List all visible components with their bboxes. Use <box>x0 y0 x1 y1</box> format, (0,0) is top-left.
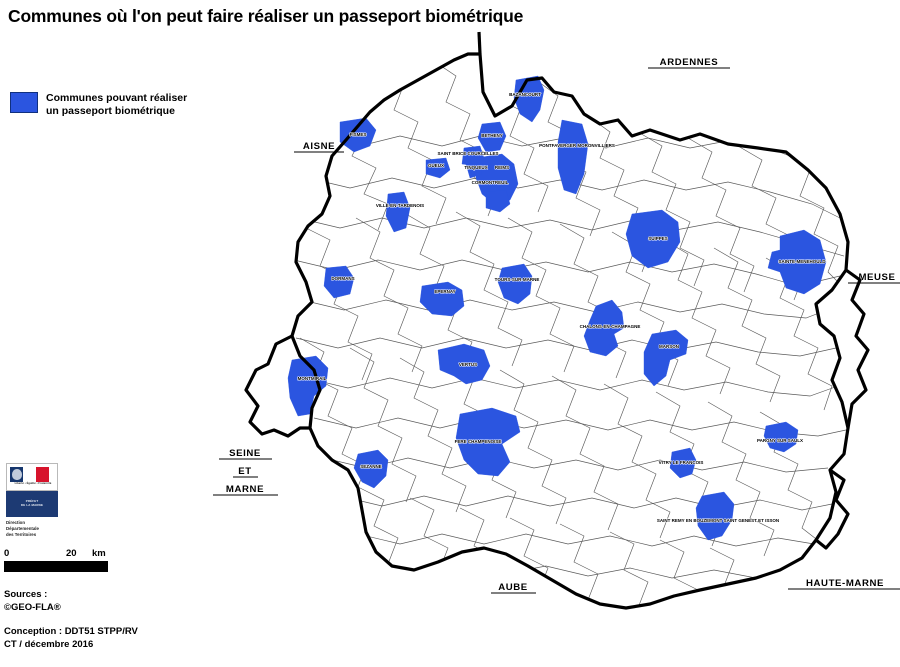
svg-text:EPERNAY: EPERNAY <box>434 289 455 294</box>
commune-gueux <box>425 157 451 179</box>
logo-caption: Direction Départementale des Territoires <box>6 520 58 538</box>
svg-text:SAINTE-MENEHOULD: SAINTE-MENEHOULD <box>779 259 827 264</box>
sources-group: Sources : ©GEO-FLA® <box>4 588 138 614</box>
logo-caption-line-1: Direction Départementale <box>6 520 39 531</box>
svg-text:CHALONS-EN-CHAMPAGNE: CHALONS-EN-CHAMPAGNE <box>580 324 641 329</box>
commune-vitry-le-francois <box>669 447 697 479</box>
commune-suippes <box>625 209 681 269</box>
commune-dormans <box>323 265 355 299</box>
svg-text:SAINT BRICE COURCELLES: SAINT BRICE COURCELLES <box>437 151 498 156</box>
svg-text:AISNE: AISNE <box>303 141 335 152</box>
map-legend: Communes pouvant réaliser un passeport b… <box>10 92 187 117</box>
conception-date: CT / décembre 2016 <box>4 639 94 650</box>
svg-text:MONTMIRAIL: MONTMIRAIL <box>298 376 327 381</box>
commune-tours-sur-marne <box>497 263 533 305</box>
svg-text:VERTUS: VERTUS <box>459 362 477 367</box>
scale-bar: 0 20 km <box>4 548 108 572</box>
commune-sainte-menehould <box>767 229 827 295</box>
republic-logo: Liberté • Égalité • Fraternité PRÉFET DE… <box>6 463 58 538</box>
svg-text:TINQUEUX: TINQUEUX <box>464 165 487 170</box>
legend-line-2: un passeport biométrique <box>46 104 175 117</box>
prefecture-line-1: PRÉFET <box>25 499 39 504</box>
logo-motto: Liberté • Égalité • Fraternité <box>14 482 52 485</box>
svg-text:VILLE-EN-TARDENOIS: VILLE-EN-TARDENOIS <box>376 203 424 208</box>
commune-labels: BAZANCOURT FISMES BETHENY PONTFAVERGER M… <box>297 91 827 523</box>
svg-text:PONTFAVERGER MORONVILLIERS: PONTFAVERGER MORONVILLIERS <box>539 143 615 148</box>
svg-text:MEUSE: MEUSE <box>858 272 895 283</box>
svg-text:SEZANNE: SEZANNE <box>360 464 382 469</box>
svg-text:PARGNY SUR SAULX: PARGNY SUR SAULX <box>757 438 803 443</box>
commune-reims <box>475 153 519 205</box>
commune-fere-champenoise <box>455 407 521 477</box>
svg-text:BETHENY: BETHENY <box>481 133 503 138</box>
commune-chalons-en-champagne <box>583 299 625 357</box>
svg-text:DORMANS: DORMANS <box>331 276 354 281</box>
dept-label-ardennes: ARDENNES <box>648 57 730 69</box>
french-flag-icon: Liberté • Égalité • Fraternité <box>6 463 58 491</box>
page-title: Communes où l'on peut faire réaliser un … <box>8 6 524 26</box>
svg-text:ET: ET <box>238 466 251 477</box>
commune-vertus <box>437 343 491 385</box>
sources-value: ©GEO-FLA® <box>4 602 61 613</box>
svg-text:MARNE: MARNE <box>226 484 264 495</box>
commune-sezanne <box>353 449 389 489</box>
highlighted-communes-layer <box>287 75 827 541</box>
conception-group: Conception : DDT51 STPP/RV CT / décembre… <box>4 625 138 651</box>
svg-text:SAINT REMY EN BOUZEMONT SAINT: SAINT REMY EN BOUZEMONT SAINT GENEST ET … <box>657 518 779 523</box>
commune-marson <box>643 329 689 387</box>
scale-max-label: 20 <box>66 548 77 559</box>
dept-label-meuse: MEUSE <box>848 272 900 284</box>
svg-text:REIMS: REIMS <box>495 165 509 170</box>
commune-pontfaverger-moronvilliers <box>557 119 589 195</box>
svg-text:AUBE: AUBE <box>498 582 528 593</box>
commune-ville-en-tardenois <box>385 191 411 233</box>
svg-text:FERE CHAMPENOISE: FERE CHAMPENOISE <box>455 439 502 444</box>
marianne-icon <box>12 469 22 480</box>
legend-swatch-icon <box>10 92 38 113</box>
svg-text:GUEUX: GUEUX <box>428 163 444 168</box>
legend-line-1: Communes pouvant réaliser <box>46 92 188 104</box>
prefecture-line-2: DE LA MARNE <box>20 503 44 507</box>
neighbor-department-labels: ARDENNES AISNE MEUSE SEINE ET MARNE AUBE… <box>213 57 900 594</box>
commune-tinqueux <box>465 161 483 179</box>
logo-caption-line-2: des Territoires <box>6 532 37 537</box>
svg-text:SUIPPES: SUIPPES <box>648 236 668 241</box>
svg-text:FISMES: FISMES <box>350 132 367 137</box>
commune-pargny-sur-saulx <box>763 421 799 453</box>
commune-boundaries <box>293 55 847 608</box>
map-figure: ARDENNES AISNE MEUSE SEINE ET MARNE AUBE… <box>180 18 900 667</box>
svg-text:ARDENNES: ARDENNES <box>660 57 719 68</box>
scale-bar-rect <box>4 561 108 572</box>
dept-label-seine-et-marne: SEINE ET MARNE <box>213 448 278 496</box>
scale-bar-labels: 0 20 km <box>4 548 108 561</box>
dept-label-aisne: AISNE <box>294 141 344 153</box>
marne-department-shape <box>292 54 848 608</box>
dept-label-haute-marne: HAUTE-MARNE <box>788 578 900 590</box>
dept-label-aube: AUBE <box>491 582 536 594</box>
commune-saint-remy-en-bouzemont <box>695 491 735 541</box>
marne-outline <box>244 31 870 610</box>
legend-text: Communes pouvant réaliser un passeport b… <box>46 92 187 117</box>
sources-label: Sources : <box>4 589 48 600</box>
svg-text:TOURS-SUR-MARNE: TOURS-SUR-MARNE <box>495 277 540 282</box>
svg-text:SEINE: SEINE <box>229 448 261 459</box>
svg-text:HAUTE-MARNE: HAUTE-MARNE <box>806 578 884 589</box>
svg-text:MARSON: MARSON <box>659 344 679 349</box>
commune-epernay <box>419 281 465 317</box>
svg-text:CORMONTREUIL: CORMONTREUIL <box>472 180 509 185</box>
commune-cormontreuil <box>485 189 511 213</box>
conception-label: Conception : DDT51 STPP/RV <box>4 626 138 637</box>
svg-text:VITRY LE FRANCOIS: VITRY LE FRANCOIS <box>659 460 704 465</box>
credits-block: Sources : ©GEO-FLA® Conception : DDT51 S… <box>4 588 138 662</box>
prefecture-block: PRÉFET DE LA MARNE <box>6 491 58 517</box>
commune-betheny <box>477 121 507 153</box>
scale-min-label: 0 <box>4 548 10 559</box>
scale-unit-label: km <box>92 548 106 559</box>
svg-text:BAZANCOURT: BAZANCOURT <box>509 92 541 97</box>
